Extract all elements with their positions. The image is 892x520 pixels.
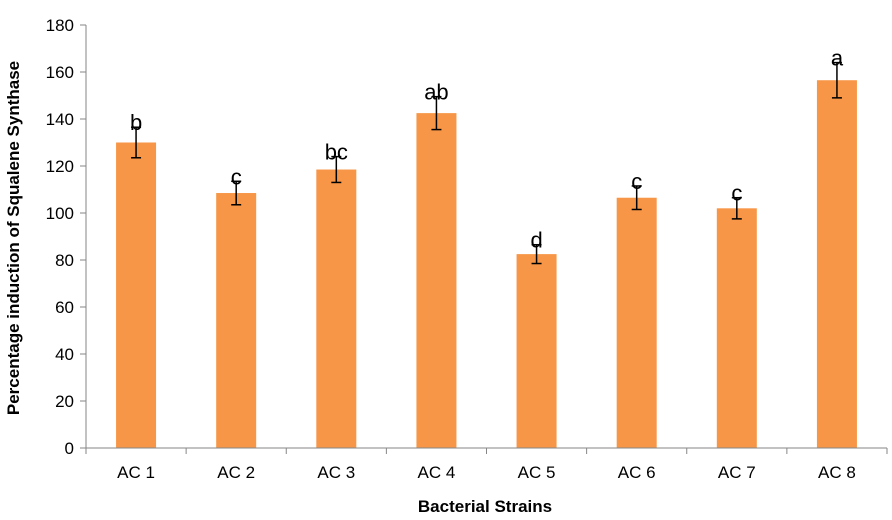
y-tick-label: 160 — [46, 63, 74, 82]
x-axis-title: Bacterial Strains — [418, 497, 552, 516]
y-tick-label: 140 — [46, 110, 74, 129]
y-axis-title: Percentage induction of Squalene Synthas… — [4, 61, 23, 415]
bar — [516, 254, 557, 448]
y-tick-label: 20 — [55, 392, 74, 411]
y-tick-label: 180 — [46, 16, 74, 35]
bar — [116, 142, 157, 448]
axes-layer: 0 20 40 60 80 100 120 140 160 180 AC 1 AC 2 AC 3 AC 4… — [46, 16, 888, 482]
bar — [416, 113, 457, 448]
bar — [316, 169, 357, 448]
bar — [216, 193, 257, 448]
significance-label: bc — [325, 140, 348, 165]
y-tick-label: 40 — [55, 345, 74, 364]
y-tick-label: 60 — [55, 298, 74, 317]
significance-label: ab — [424, 80, 448, 105]
x-tick-label: AC 8 — [818, 463, 856, 482]
significance-label: c — [231, 164, 242, 189]
significance-label: a — [831, 46, 844, 71]
y-tick-label: 0 — [65, 439, 74, 458]
x-tick-label: AC 6 — [618, 463, 656, 482]
significance-label: c — [631, 169, 642, 194]
x-tick-label: AC 1 — [117, 463, 155, 482]
x-tick-label: AC 7 — [718, 463, 756, 482]
y-tick-label: 120 — [46, 157, 74, 176]
y-tick-label: 100 — [46, 204, 74, 223]
x-tick-label: AC 2 — [217, 463, 255, 482]
bar — [716, 208, 757, 448]
significance-label: b — [130, 110, 142, 135]
x-tick-label: AC 3 — [317, 463, 355, 482]
bar — [616, 197, 657, 448]
significance-label: c — [731, 181, 742, 206]
x-tick-label: AC 4 — [418, 463, 456, 482]
y-tick-label: 80 — [55, 251, 74, 270]
significance-label: d — [530, 228, 542, 253]
x-tick-label: AC 5 — [518, 463, 556, 482]
bar — [816, 80, 857, 448]
